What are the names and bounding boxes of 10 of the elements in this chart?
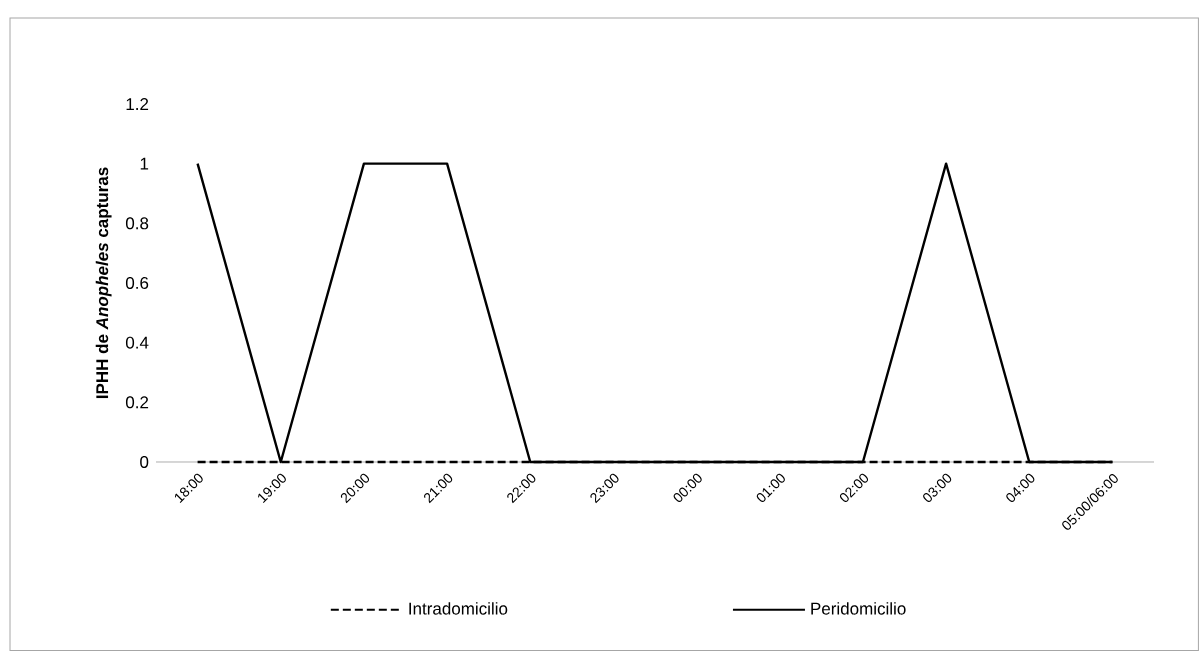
y-tick-label: 1.2 [126, 98, 149, 110]
legend-label: Intradomicilio [409, 602, 508, 615]
y-tick-label: 0 [140, 455, 149, 468]
legend-label: Peridomicilio [811, 602, 906, 615]
y-tick-label: 0.6 [125, 276, 149, 289]
y-tick-label: 1 [140, 157, 149, 170]
y-tick-label: 0.8 [125, 217, 149, 230]
y-tick-label: 0.2 [125, 396, 149, 409]
y-tick-label: 0.4 [125, 336, 149, 349]
y-axis-title: IPHH de Anopheles capturas [95, 167, 112, 399]
